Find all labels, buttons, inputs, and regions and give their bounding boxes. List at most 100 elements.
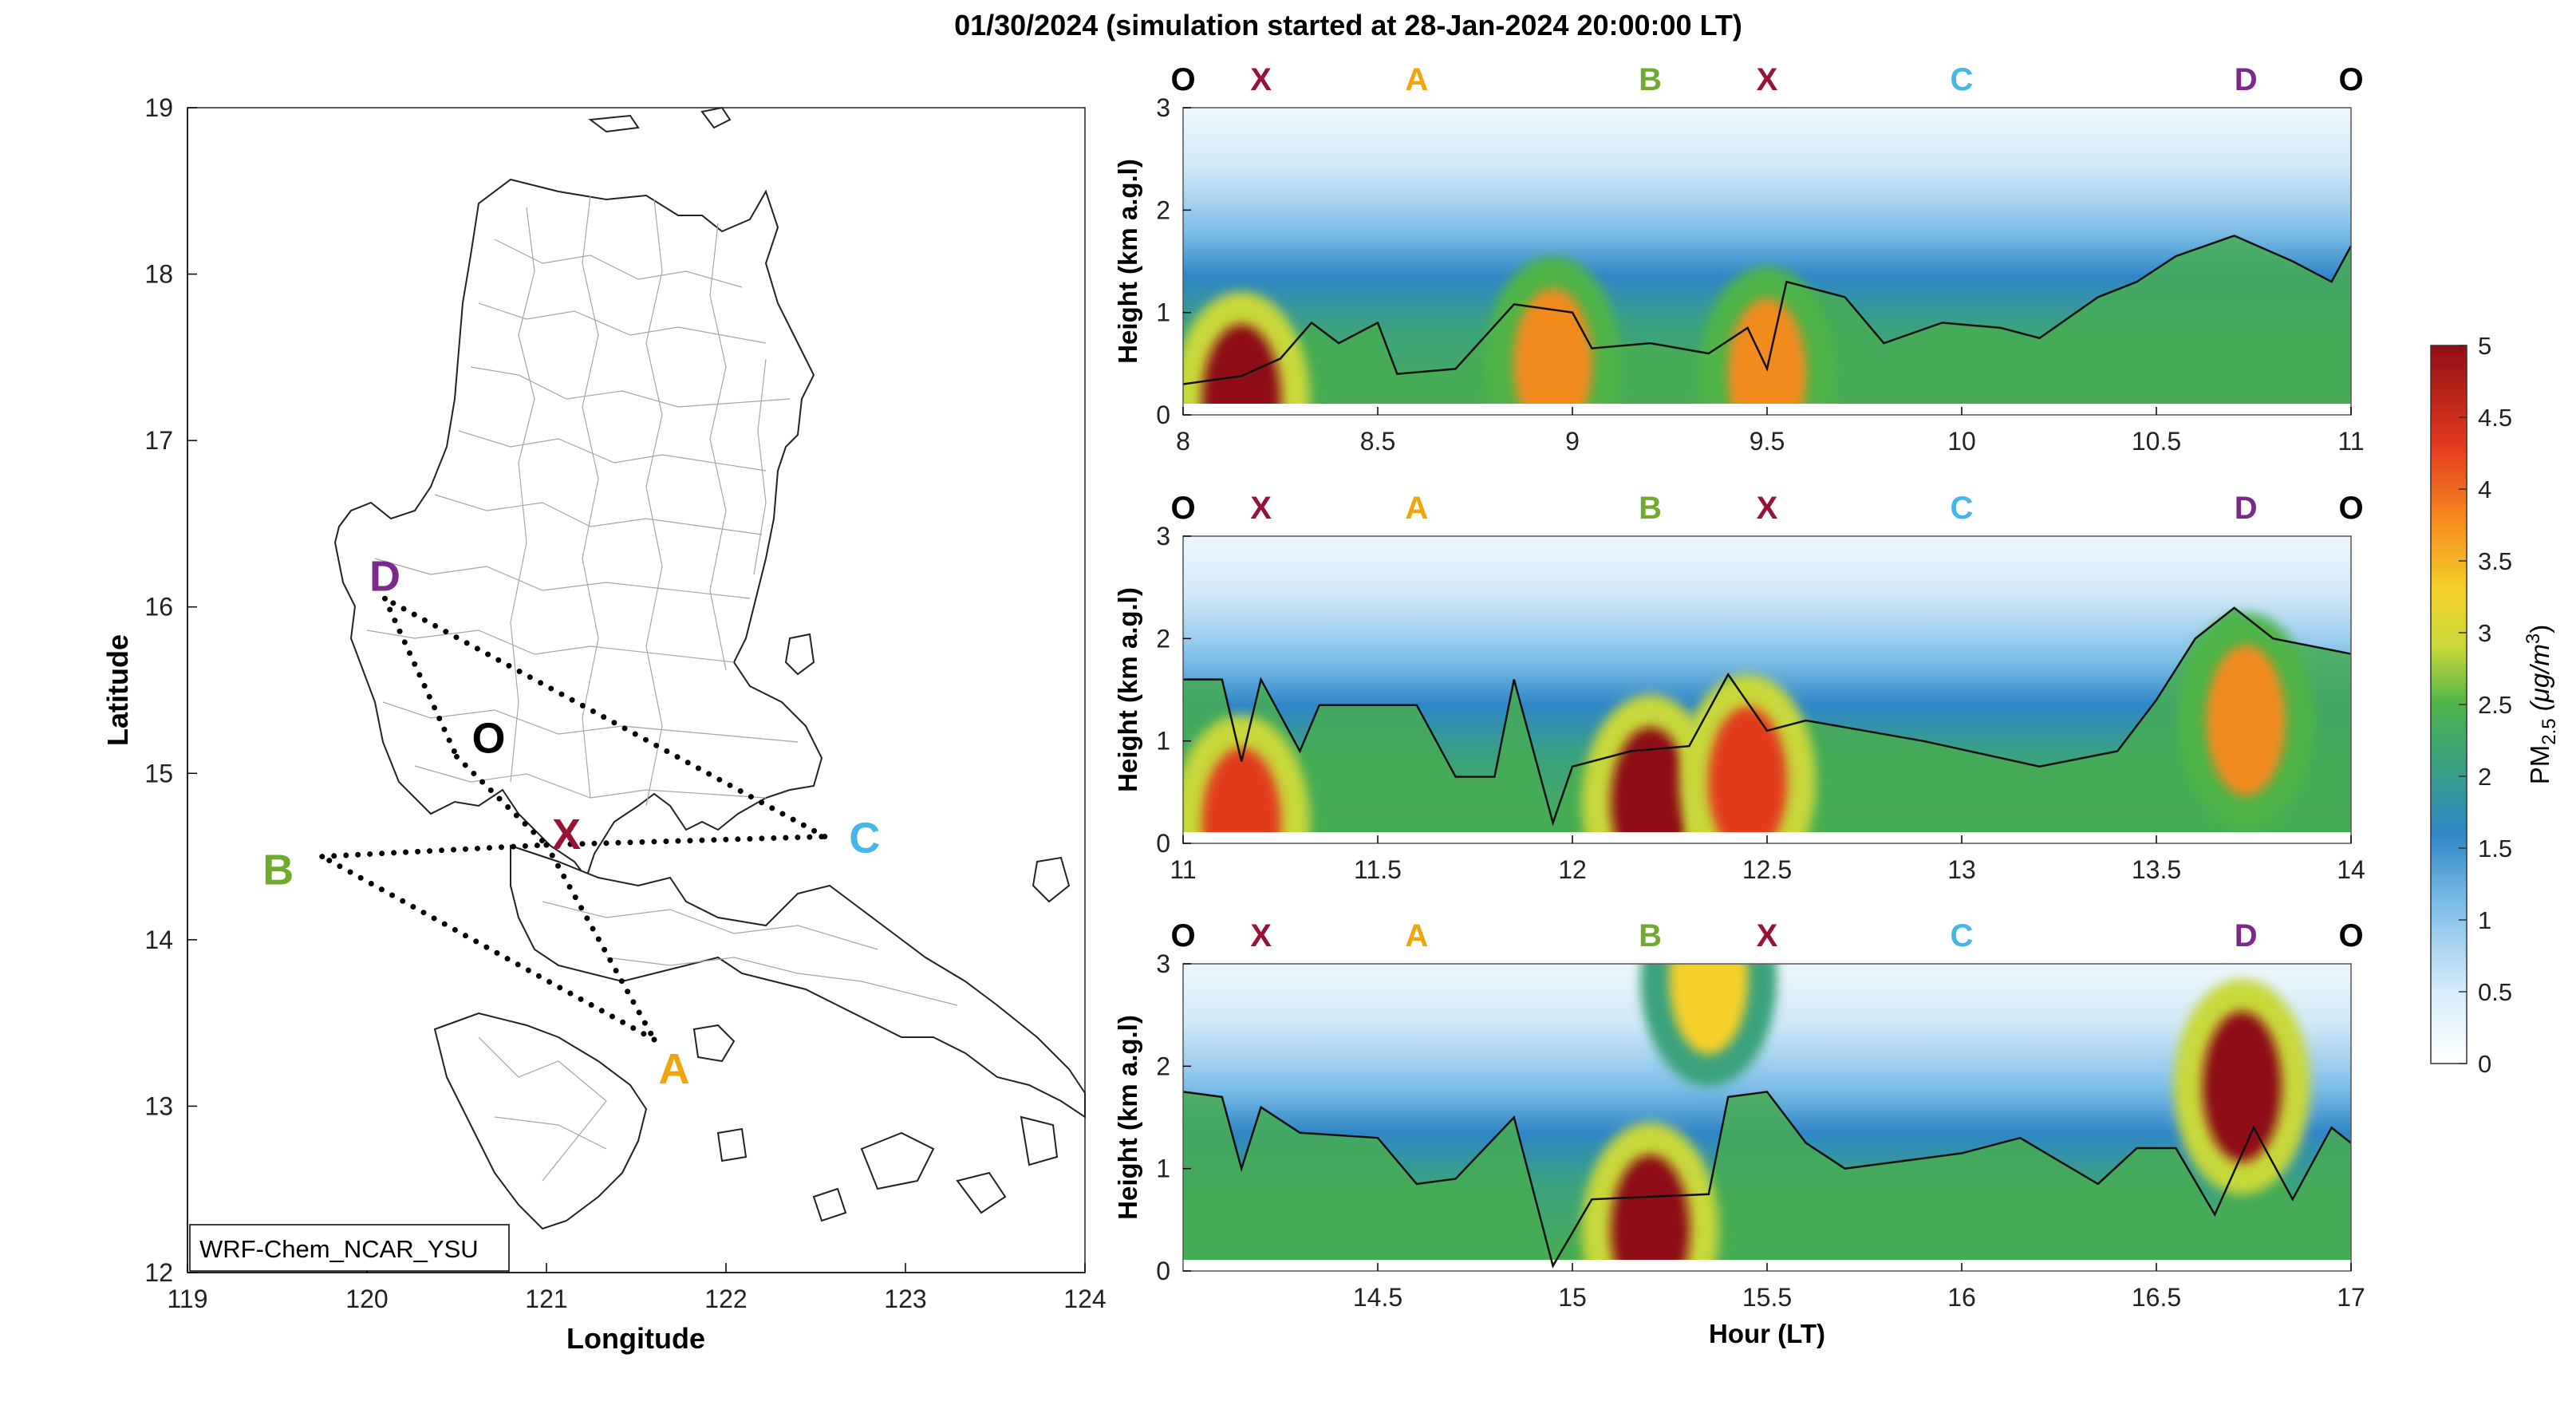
- panel-ytick-label: 1: [1156, 1154, 1170, 1183]
- flight-path-segment: [543, 834, 828, 848]
- pm25-hotspot-core: [1201, 748, 1281, 843]
- mixed-layer-fill: [1183, 607, 2351, 843]
- colorbar-tick-label: 3: [2478, 619, 2491, 647]
- panel-ylabel: Height (km a.g.l): [1113, 1015, 1142, 1220]
- panel-waypoint-label: O: [2338, 491, 2363, 526]
- panel-waypoint-label: X: [1757, 62, 1778, 97]
- panel-xtick-label: 10: [1947, 427, 1976, 456]
- map-xtick-label: 124: [1063, 1285, 1106, 1313]
- panel-xtick-label: 14: [2337, 855, 2365, 884]
- pm25-hotspot-core: [1669, 964, 1749, 1055]
- panel-waypoint-label: X: [1757, 491, 1778, 526]
- panel-ytick-label: 3: [1156, 522, 1170, 551]
- panel-xtick-label: 8: [1176, 427, 1190, 456]
- colorbar-tick-label: 5: [2478, 332, 2491, 360]
- map-ytick-label: 14: [144, 926, 173, 954]
- colorbar-tick-label: 4.5: [2478, 404, 2512, 432]
- waypoint-label-o: O: [471, 714, 505, 762]
- panel-xtick-label: 11.5: [1354, 855, 1402, 884]
- panel-waypoint-label: X: [1250, 62, 1272, 97]
- municipal-boundaries: [366, 195, 958, 1182]
- map-ytick-label: 16: [144, 593, 173, 622]
- colorbar-label-sub: 2.5: [2539, 718, 2560, 744]
- colorbar-ticks: 0 0.5 1 1.5 2 2.5 3 3.5 4 4.5 5: [2459, 332, 2512, 1078]
- panel-waypoint-label: A: [1405, 62, 1428, 97]
- colorbar-tick-label: 2.5: [2478, 691, 2512, 719]
- colorbar-tick-label: 1.5: [2478, 835, 2512, 862]
- map-ytick-label: 13: [144, 1091, 173, 1120]
- panel-xtick-label: 11: [1170, 855, 1196, 884]
- pm25-hotspot-core: [1201, 324, 1281, 415]
- colorbar-tick-label: 4: [2478, 476, 2491, 503]
- colorbar-tick-label: 1: [2478, 906, 2491, 934]
- panel-xtick-label: 8.5: [1360, 427, 1395, 456]
- panel-waypoint-label: C: [1951, 491, 1974, 526]
- panel-waypoint-label: X: [1757, 918, 1778, 953]
- model-label: WRF-Chem_NCAR_YSU: [199, 1235, 479, 1263]
- flight-path-segment: [319, 854, 657, 1043]
- map-xtick-label: 121: [525, 1285, 567, 1313]
- panel-waypoint-label: D: [2235, 62, 2258, 97]
- panel-ytick-label: 2: [1156, 624, 1170, 653]
- map-yticks: 12 13 14 15 16 17 18 19: [144, 93, 197, 1287]
- panel-xtick-label: 11: [2337, 427, 2364, 456]
- panel-ytick-label: 2: [1156, 195, 1170, 224]
- panel-xtick-label: 9: [1565, 427, 1580, 456]
- waypoint-label-x: X: [552, 811, 581, 858]
- panel-xtick-label: 15.5: [1742, 1283, 1792, 1312]
- pblh-line: [1183, 606, 2352, 827]
- panel-xtick-label: 13.5: [2132, 855, 2181, 884]
- pm25-hotspot-core: [1708, 706, 1787, 843]
- panel-xtick-label: 14.5: [1353, 1283, 1402, 1312]
- panel-waypoint-label: C: [1951, 62, 1974, 97]
- map-xtick-label: 119: [167, 1285, 207, 1313]
- colorbar-tick-label: 2: [2478, 763, 2491, 791]
- panel-xtick-label: 10.5: [2132, 427, 2181, 456]
- panel-waypoint-label: O: [2338, 918, 2363, 953]
- panel-waypoint-label: B: [1639, 918, 1662, 953]
- panel-waypoint-label: A: [1405, 918, 1428, 953]
- map-ytick-label: 12: [144, 1258, 173, 1287]
- luzon-landmass: [333, 106, 1086, 1230]
- map-xticks: 119 120 121 122 123 124: [167, 1263, 1107, 1313]
- colorbar-label-sup: 3: [2523, 633, 2544, 644]
- panel-xtick-label: 17: [2337, 1283, 2365, 1312]
- map-ylabel: Latitude: [101, 634, 134, 746]
- pm25-hotspot-core: [2206, 645, 2286, 796]
- colorbar-label-unit: (μg/m: [2525, 644, 2554, 718]
- pm25-hotspot-core: [1513, 288, 1592, 415]
- map-xtick-label: 120: [345, 1285, 388, 1313]
- panel-xtick-label: 12: [1558, 855, 1587, 884]
- colorbar: 00.511.522.533.544.55 PM2.5 (μg/m3): [2430, 332, 2560, 1078]
- flight-path-segment: [543, 842, 657, 1043]
- waypoint-label-c: C: [849, 815, 880, 862]
- colorbar-label-close: ): [2525, 625, 2554, 633]
- panel-ytick-label: 2: [1156, 1052, 1170, 1080]
- map-ytick-label: 15: [144, 759, 173, 787]
- panel-ylabel: Height (km a.g.l): [1113, 159, 1142, 364]
- colorbar-tick-label: 3.5: [2478, 547, 2512, 575]
- panel-xtick-label: 9.5: [1750, 427, 1785, 456]
- curtain-field: [1183, 108, 2351, 415]
- colorbar-tick-label: 0: [2478, 1050, 2491, 1078]
- panel-waypoint-label: C: [1951, 918, 1974, 953]
- pm25-hotspot-core: [2202, 1011, 2282, 1162]
- figure-title: 01/30/2024 (simulation started at 28-Jan…: [954, 9, 1742, 41]
- map-axes: [187, 108, 1085, 1273]
- pblh-line: [1182, 1091, 2352, 1269]
- panel-ytick-label: 0: [1156, 1257, 1170, 1285]
- panel-ytick-label: 0: [1156, 829, 1170, 858]
- curtain-field: [1183, 536, 2351, 843]
- panel-ytick-label: 3: [1156, 949, 1170, 978]
- panel-waypoint-label: D: [2235, 918, 2258, 953]
- panel-xtick-label: 15: [1558, 1283, 1587, 1312]
- colorbar-label: PM2.5 (μg/m3): [2523, 625, 2560, 784]
- pblh-line: [1182, 235, 2353, 385]
- waypoint-label-a: A: [659, 1045, 690, 1093]
- map-xtick-label: 123: [884, 1285, 926, 1313]
- panel-ytick-label: 3: [1156, 93, 1170, 122]
- map-xtick-label: 122: [704, 1285, 747, 1313]
